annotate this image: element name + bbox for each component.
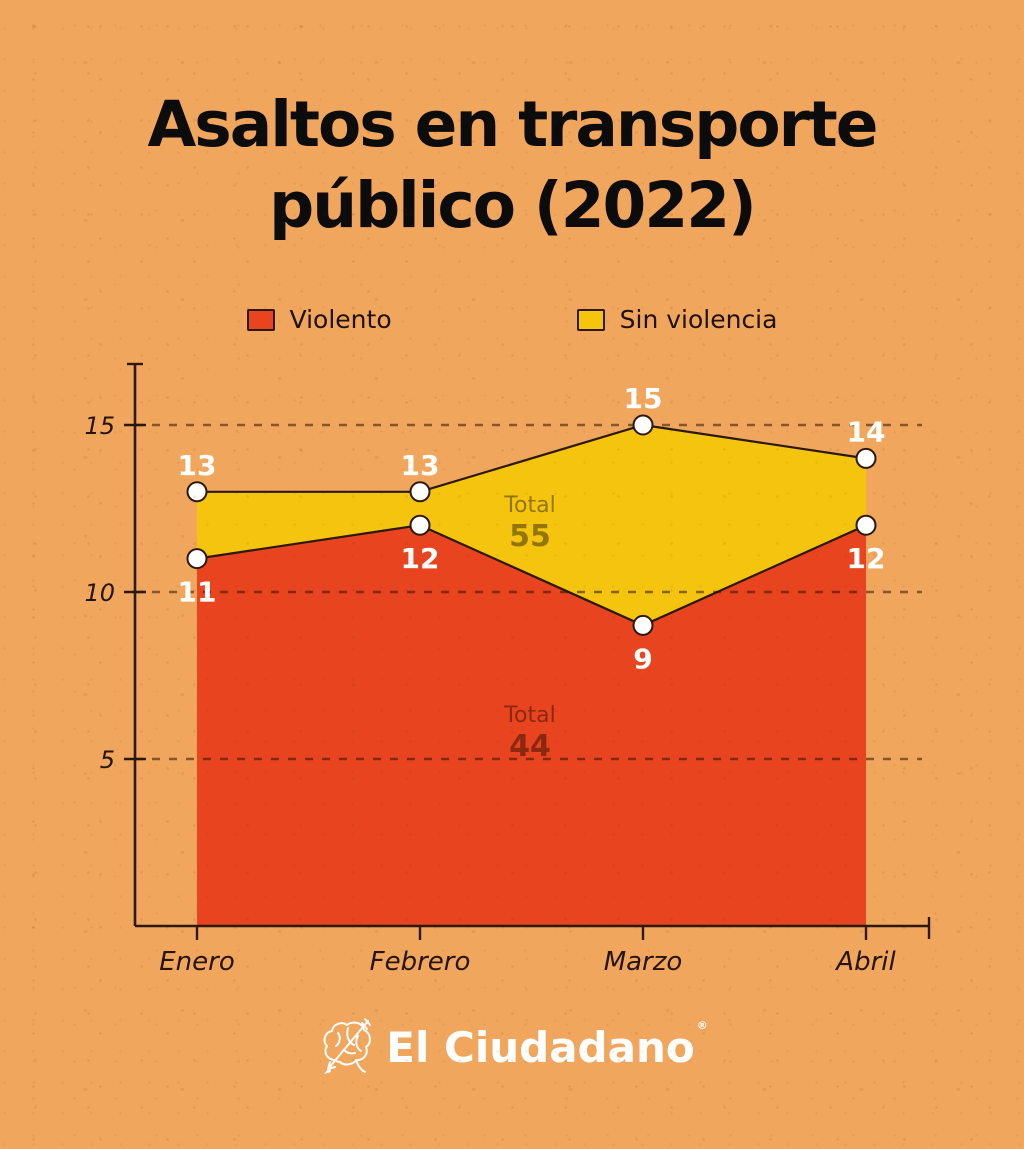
- chart-areas: [197, 425, 866, 926]
- title-line-1: Asaltos en transporte: [147, 88, 878, 161]
- point-violento-febrero: [409, 514, 431, 536]
- value-label-violento-abril: 12: [847, 542, 886, 575]
- legend-item-violento: Violento: [246, 305, 392, 334]
- ytick-label-15: 15: [84, 412, 115, 440]
- xtick-label-enero: Enero: [159, 947, 235, 977]
- brain-arrow-icon: [323, 1018, 372, 1074]
- page-title: Asaltos en transporte público (2022): [0, 84, 1024, 246]
- total-value-violento: 44: [509, 729, 551, 764]
- xtick-label-abril: Abril: [834, 947, 896, 977]
- value-label-violento-febrero: 12: [401, 542, 440, 575]
- ytick-label-10: 10: [84, 579, 115, 607]
- point-violento-abril: [855, 514, 877, 536]
- point-sin-violencia-enero: [186, 481, 208, 503]
- chart-gridlines: [135, 423, 922, 761]
- legend-swatch-violento: [246, 308, 275, 331]
- title-line-2: público (2022): [269, 169, 757, 242]
- line-violento: [196, 524, 867, 627]
- footer-logo: El Ciudadano ®: [0, 1016, 1024, 1078]
- value-label-sin-violencia-febrero: 13: [401, 449, 440, 482]
- value-label-sin-violencia-enero: 13: [178, 449, 217, 482]
- total-label-sin-violencia: Total: [503, 493, 555, 518]
- value-label-violento-marzo: 9: [633, 642, 652, 675]
- registered-mark: ®: [696, 1018, 708, 1032]
- chart-labels: 5 10 15 Enero Febrero Marzo Abril 13 13 15 14 11 12 9…: [84, 382, 896, 977]
- area-violento: [197, 525, 866, 926]
- legend-item-sin-violencia: Sin violencia: [576, 305, 778, 334]
- legend-label-violento: Violento: [289, 305, 392, 334]
- xtick-label-febrero: Febrero: [370, 947, 471, 977]
- legend-label-sin-violencia: Sin violencia: [619, 305, 778, 334]
- point-sin-violencia-febrero: [409, 481, 431, 503]
- chart-series-lines: [196, 423, 867, 627]
- point-violento-enero: [186, 548, 208, 570]
- ytick-label-5: 5: [100, 746, 115, 774]
- brand-text: El Ciudadano: [386, 1022, 695, 1072]
- value-label-violento-enero: 11: [178, 576, 217, 609]
- chart-legend: Violento Sin violencia: [0, 305, 1024, 334]
- total-label-violento: Total: [503, 703, 555, 728]
- chart-axes: [124, 362, 931, 940]
- value-label-sin-violencia-marzo: 15: [624, 382, 663, 415]
- total-value-sin-violencia: 55: [509, 519, 551, 554]
- legend-swatch-sin-violencia: [576, 308, 605, 331]
- chart-markers: [186, 414, 877, 636]
- line-sin-violencia: [197, 423, 867, 493]
- brand-name: El Ciudadano ®: [386, 1019, 707, 1072]
- point-sin-violencia-abril: [855, 447, 877, 469]
- xtick-label-marzo: Marzo: [604, 947, 683, 977]
- point-sin-violencia-marzo: [632, 414, 654, 436]
- value-label-sin-violencia-abril: 14: [847, 415, 886, 448]
- point-violento-marzo: [632, 614, 654, 636]
